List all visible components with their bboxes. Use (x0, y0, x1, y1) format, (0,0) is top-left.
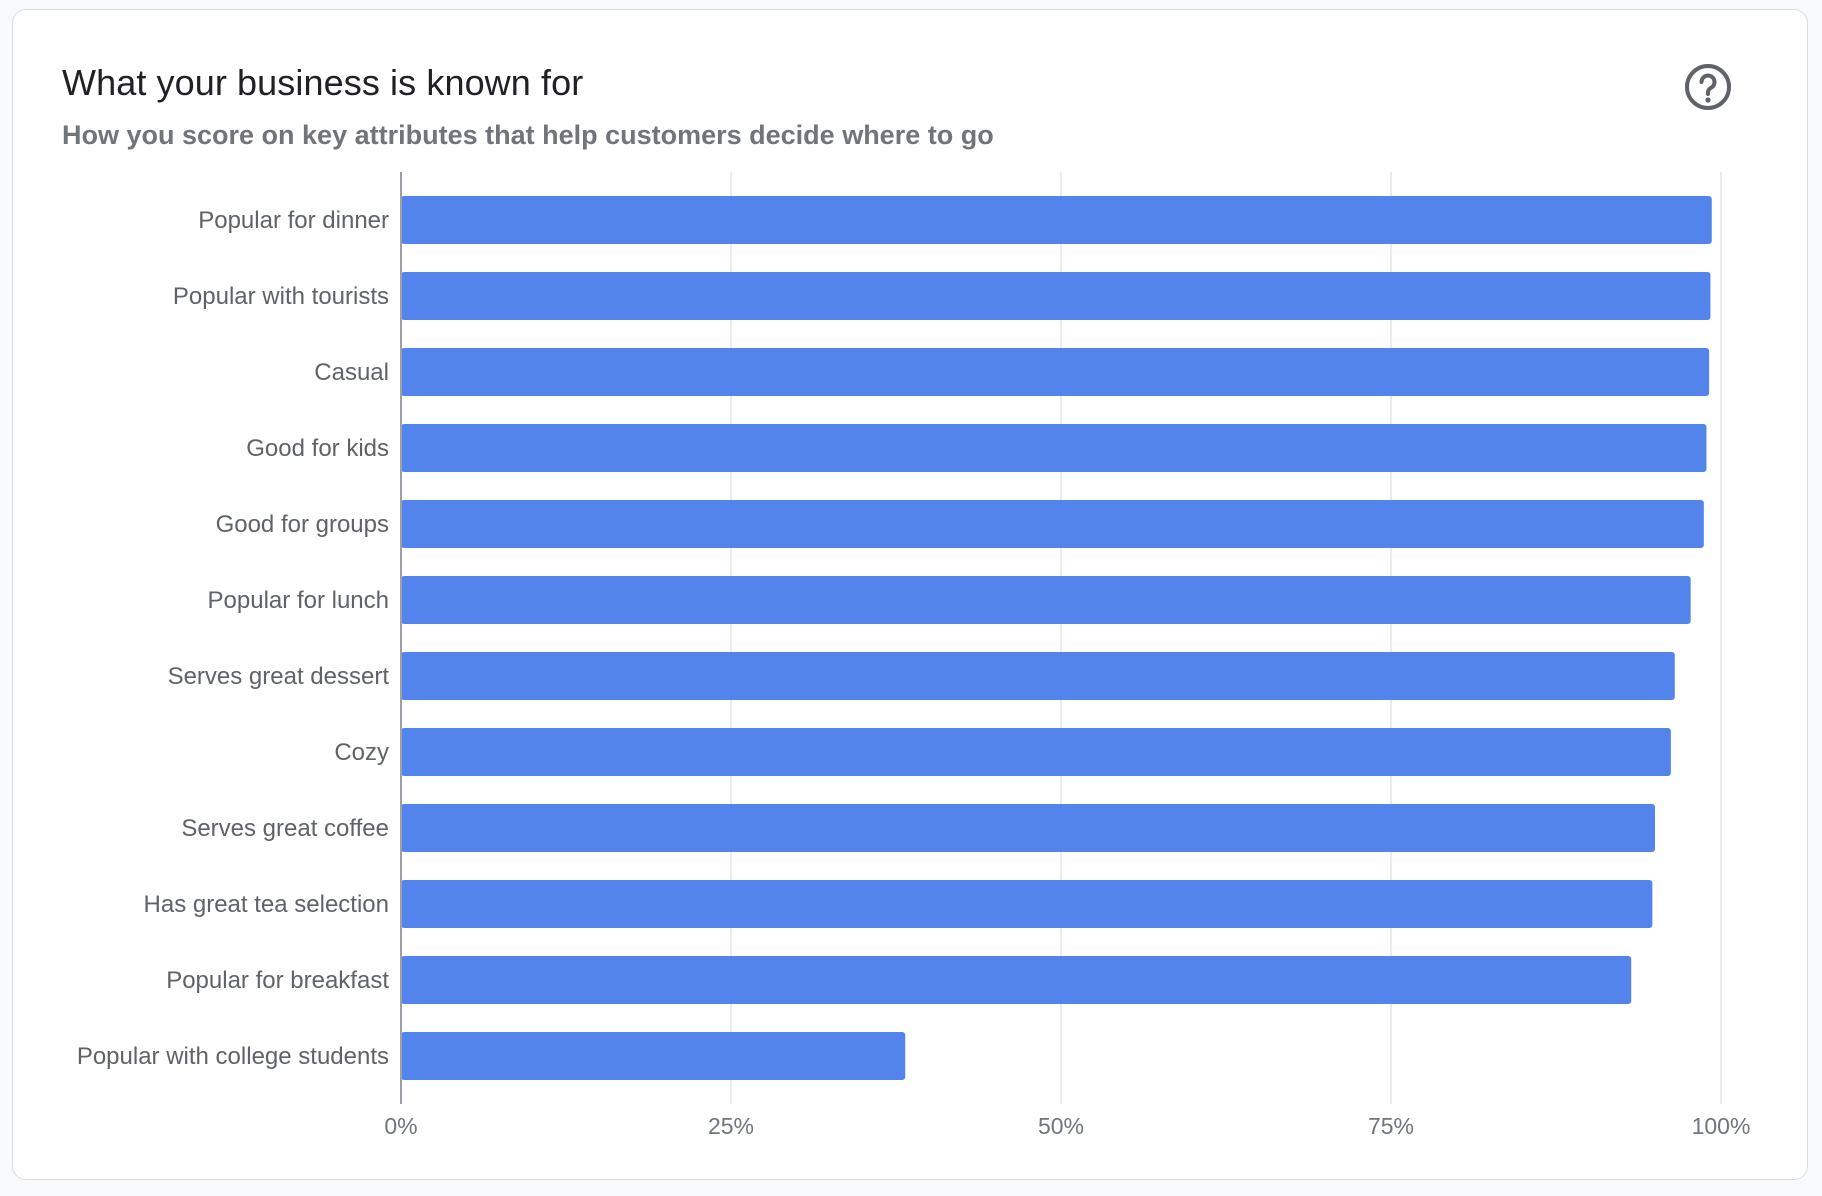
category-label: Serves great coffee (181, 815, 389, 842)
card-title: What your business is known for (62, 62, 584, 103)
card-subtitle: How you score on key attributes that hel… (62, 120, 994, 150)
x-tick-label: 100% (1692, 1113, 1751, 1139)
bar (401, 652, 1675, 700)
category-label: Popular for dinner (198, 207, 389, 234)
bar (401, 500, 1704, 548)
bar (401, 1032, 906, 1080)
x-tick-label: 50% (1038, 1113, 1084, 1139)
category-label: Popular for breakfast (166, 967, 389, 994)
category-label: Popular with tourists (173, 283, 389, 310)
question-circle-icon[interactable] (1683, 62, 1733, 112)
category-label: Popular with college students (77, 1043, 389, 1070)
category-label: Serves great dessert (168, 663, 390, 690)
bar (401, 424, 1707, 472)
category-label: Good for groups (216, 511, 389, 538)
bar (401, 348, 1710, 396)
x-tick-label: 0% (384, 1113, 417, 1139)
category-label: Good for kids (246, 435, 389, 462)
category-label: Has great tea selection (144, 891, 389, 918)
category-label: Casual (314, 359, 389, 386)
x-tick-label: 75% (1368, 1113, 1414, 1139)
bar (401, 576, 1691, 624)
bar (401, 880, 1653, 928)
category-label: Cozy (334, 739, 389, 766)
bar (401, 272, 1711, 320)
bar (401, 804, 1655, 852)
x-tick-label: 25% (708, 1113, 754, 1139)
bar (401, 956, 1632, 1004)
bar (401, 196, 1712, 244)
category-label: Popular for lunch (208, 587, 389, 614)
bar (401, 728, 1671, 776)
